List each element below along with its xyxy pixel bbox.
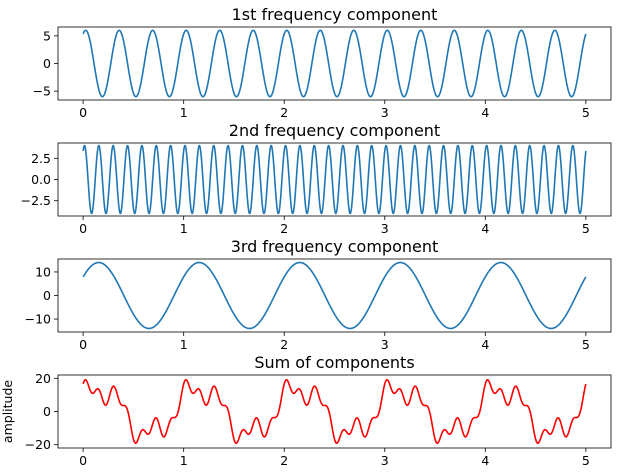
x-tick-label: 5 xyxy=(582,453,590,468)
subplot-title: 2nd frequency component xyxy=(229,121,440,140)
x-tick-label: 0 xyxy=(79,453,87,468)
x-tick-label: 3 xyxy=(381,337,389,352)
x-tick-label: 5 xyxy=(582,337,590,352)
y-tick-label: 2.5 xyxy=(31,151,51,166)
x-tick-label: 4 xyxy=(481,105,489,120)
axes-frame xyxy=(57,26,612,101)
x-tick-label: 2 xyxy=(280,337,288,352)
y-tick-label: 0.0 xyxy=(31,172,51,187)
subplot-3: 3rd frequency component 0 1 2 3 4 5 −10 0 10 xyxy=(25,237,612,352)
x-tick-label: 0 xyxy=(79,221,87,236)
y-tick-label: 0 xyxy=(43,288,51,303)
y-tick-label: 0 xyxy=(43,404,51,419)
x-tick-label: 2 xyxy=(280,105,288,120)
y-tick-label: −20 xyxy=(25,437,51,452)
x-tick-label: 4 xyxy=(481,337,489,352)
y-tick-label: −5 xyxy=(33,84,51,99)
x-tick-label: 0 xyxy=(79,105,87,120)
subplot-title: Sum of components xyxy=(254,353,414,372)
subplot-1: 1st frequency component 0 1 2 3 4 5 −5 0 5 xyxy=(33,5,612,120)
series-line xyxy=(82,261,587,330)
x-tick-label: 3 xyxy=(381,221,389,236)
x-tick-label: 4 xyxy=(481,453,489,468)
subplot-2: 2nd frequency component 0 1 2 3 4 5 −2.5 0.0 2.5 xyxy=(21,121,612,236)
x-tick-label: 1 xyxy=(180,105,188,120)
x-tick-label: 1 xyxy=(180,337,188,352)
x-tick-label: 2 xyxy=(280,453,288,468)
x-tick-label: 1 xyxy=(180,453,188,468)
y-tick-label: 10 xyxy=(35,264,51,279)
y-tick-label: 0 xyxy=(43,56,51,71)
x-tick-label: 2 xyxy=(280,221,288,236)
y-tick-label: 5 xyxy=(43,28,51,43)
subplot-4: Sum of components amplitude 0 1 2 3 4 5 −20 0 20 xyxy=(0,353,612,468)
x-tick-label: 5 xyxy=(582,221,590,236)
y-tick-label: 20 xyxy=(35,371,51,386)
x-tick-label: 5 xyxy=(582,105,590,120)
y-axis-label: amplitude xyxy=(0,380,15,443)
x-tick-label: 1 xyxy=(180,221,188,236)
x-tick-label: 4 xyxy=(481,221,489,236)
y-tick-label: −10 xyxy=(25,312,51,327)
x-tick-label: 3 xyxy=(381,453,389,468)
x-tick-label: 3 xyxy=(381,105,389,120)
subplot-title: 1st frequency component xyxy=(232,5,438,24)
y-tick-label: −2.5 xyxy=(21,193,51,208)
series-line xyxy=(82,379,587,444)
x-tick-label: 0 xyxy=(79,337,87,352)
subplot-title: 3rd frequency component xyxy=(231,237,439,256)
series-line xyxy=(82,29,587,98)
axes-frame xyxy=(57,258,612,333)
series-line xyxy=(82,144,587,215)
